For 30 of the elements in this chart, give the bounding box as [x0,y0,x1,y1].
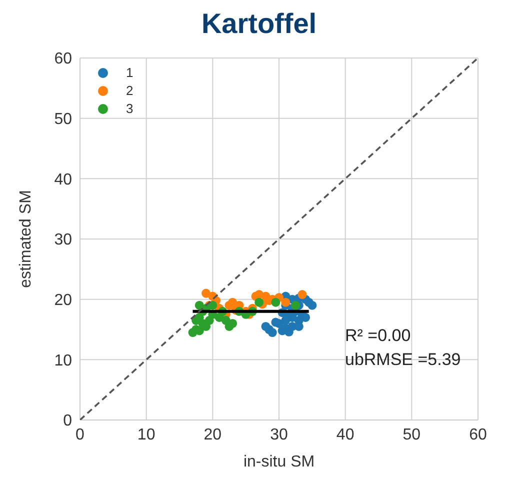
y-tick-label: 40 [54,171,72,188]
point [271,298,280,307]
point [298,290,307,300]
y-tick-label: 20 [54,292,72,310]
y-tick-label: 0 [63,412,72,430]
x-tick-label: 0 [76,426,85,444]
x-tick-label: 10 [137,426,156,444]
y-tick-label: 50 [54,111,72,128]
x-tick-label: 60 [469,426,487,444]
point [208,300,218,310]
point [254,298,264,307]
legend-label: 1 [126,65,134,80]
y-axis-title: estimated SM [18,190,35,288]
y-tick-label: 10 [54,352,72,370]
point [281,298,290,307]
annotation: R² =0.00 [345,326,411,346]
x-axis-title: in-situ SM [243,453,315,470]
x-tick-label: 20 [204,426,222,444]
point [268,328,277,338]
legend-label: 3 [126,101,134,116]
x-tick-label: 40 [336,426,354,444]
y-tick-label: 60 [54,50,72,68]
point [291,300,300,310]
legend-label: 2 [126,83,134,98]
y-tick-label: 30 [54,232,72,249]
x-tick-label: 50 [402,426,421,444]
x-tick-label: 30 [270,426,288,444]
point [261,322,270,331]
annotation: ubRMSE =5.39 [345,350,461,370]
chart-title: Kartoffel [200,8,318,40]
